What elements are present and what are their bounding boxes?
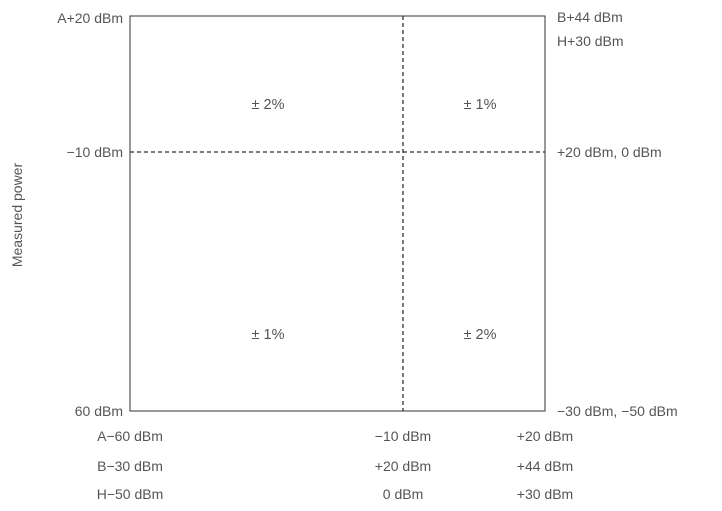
bottom-label-col3-row1: +20 dBm — [517, 428, 573, 444]
cell-top-right: ± 1% — [464, 97, 497, 113]
right-label-bottom: −30 dBm, −50 dBm — [557, 403, 678, 419]
y-axis-label: Measured power — [9, 163, 25, 268]
bottom-label-col1-row2: B−30 dBm — [97, 458, 163, 474]
right-label-top-line1: B+44 dBm — [557, 9, 623, 25]
bottom-label-col3-row2: +44 dBm — [517, 458, 573, 474]
left-label-middle: −10 dBm — [67, 144, 123, 160]
right-label-middle: +20 dBm, 0 dBm — [557, 144, 662, 160]
cell-bottom-left: ± 1% — [252, 327, 285, 343]
bottom-label-col2-row1: −10 dBm — [375, 428, 431, 444]
bottom-label-col3-row3: +30 dBm — [517, 486, 573, 502]
diagram-frame — [129, 15, 546, 412]
bottom-label-col2-row2: +20 dBm — [375, 458, 431, 474]
cell-top-left: ± 2% — [252, 97, 285, 113]
bottom-label-col1-row3: H−50 dBm — [97, 486, 164, 502]
left-label-top: A+20 dBm — [57, 10, 123, 26]
left-label-bottom: 60 dBm — [75, 403, 123, 419]
bottom-label-col1-row1: A−60 dBm — [97, 428, 163, 444]
cell-bottom-right: ± 2% — [464, 327, 497, 343]
bottom-label-col2-row3: 0 dBm — [383, 486, 423, 502]
right-label-top-line2: H+30 dBm — [557, 33, 624, 49]
